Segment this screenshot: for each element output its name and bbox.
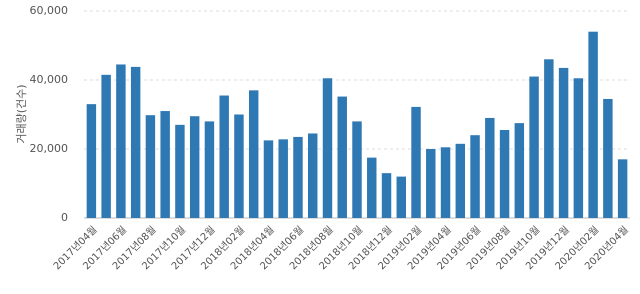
bar xyxy=(470,135,480,218)
bar xyxy=(529,76,539,218)
bar xyxy=(101,74,111,218)
bar xyxy=(322,78,333,219)
bar xyxy=(352,121,362,218)
bar xyxy=(86,104,97,218)
bar xyxy=(130,66,141,218)
bar xyxy=(455,143,466,218)
y-tick-label: 60,000 xyxy=(30,4,69,17)
bar xyxy=(308,133,318,218)
bar xyxy=(514,123,525,218)
bar xyxy=(588,31,598,219)
bar xyxy=(573,78,584,219)
bar xyxy=(396,176,406,218)
bar xyxy=(617,159,628,218)
bar xyxy=(234,114,244,218)
bar xyxy=(485,117,495,218)
bar xyxy=(116,64,126,218)
bar xyxy=(248,90,259,218)
y-tick-label: 20,000 xyxy=(30,142,69,155)
bar xyxy=(337,96,347,218)
bar xyxy=(145,115,156,218)
bar xyxy=(175,124,185,218)
bar xyxy=(189,116,200,218)
bar xyxy=(263,140,274,218)
bar xyxy=(278,139,288,218)
bar xyxy=(293,136,303,218)
bar xyxy=(204,121,215,218)
y-axis-label: 거래량(건수) xyxy=(15,84,28,143)
bar xyxy=(367,157,377,218)
bar xyxy=(544,59,554,218)
bar xyxy=(381,173,392,218)
bar xyxy=(219,95,229,218)
bar xyxy=(603,98,613,218)
bar xyxy=(440,147,451,218)
y-tick-label: 40,000 xyxy=(30,73,69,86)
bar xyxy=(426,149,436,218)
bar xyxy=(411,106,421,218)
bar xyxy=(499,130,510,218)
bar xyxy=(160,111,170,218)
bar xyxy=(558,67,569,218)
y-tick-label: 0 xyxy=(61,211,68,224)
